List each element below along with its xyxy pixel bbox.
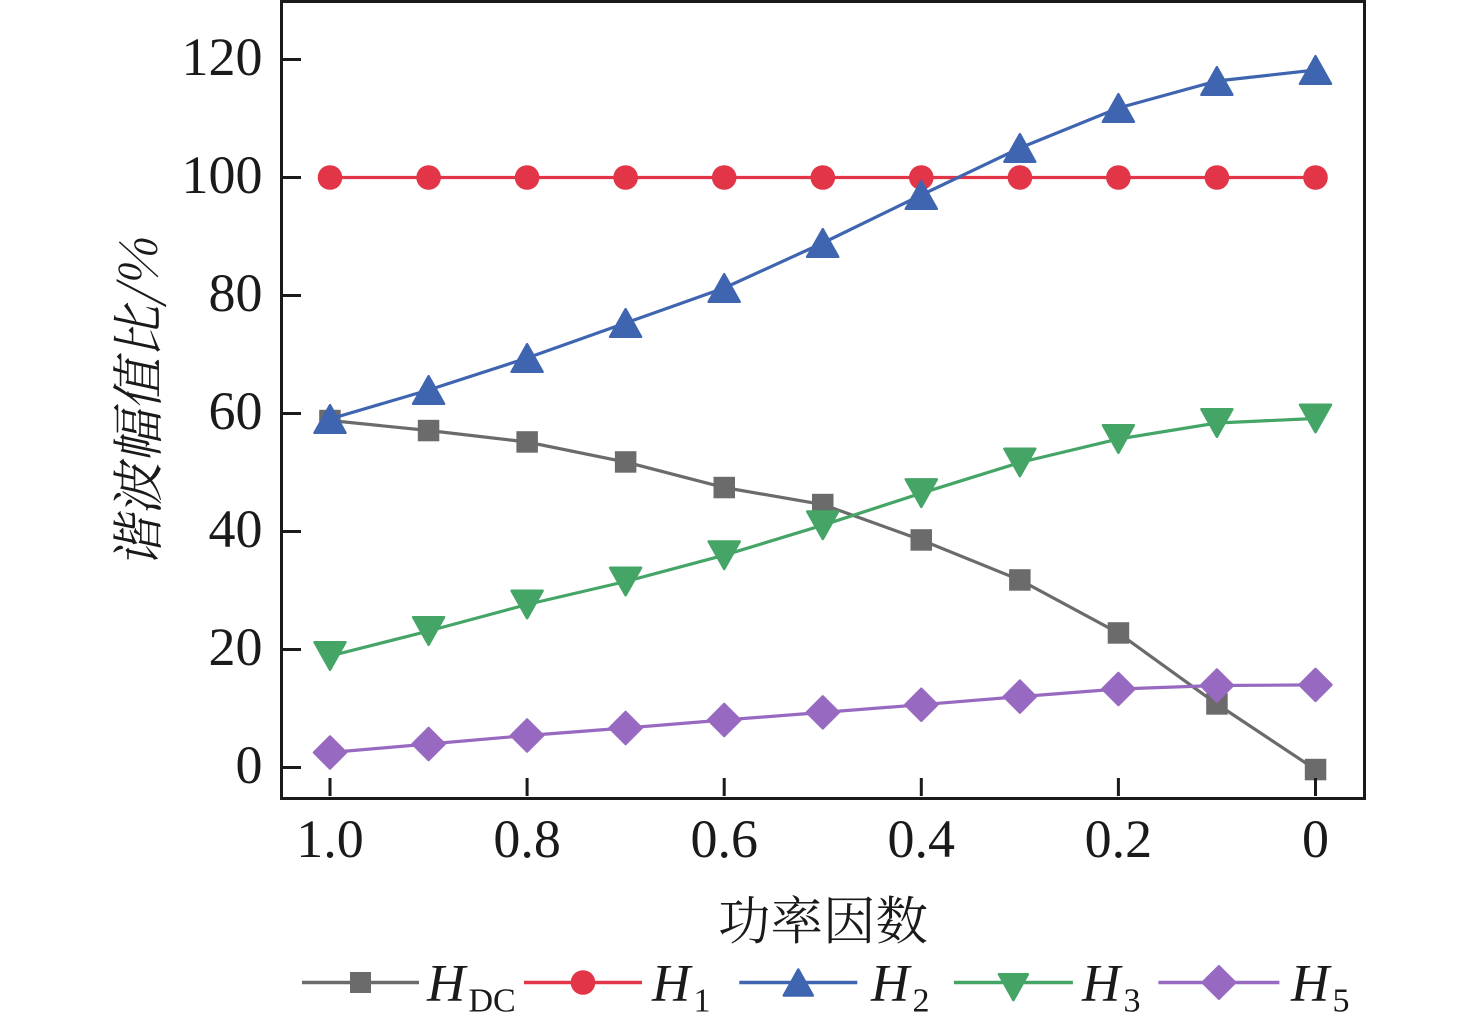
svg-text:40: 40: [209, 499, 263, 559]
svg-text:120: 120: [182, 27, 263, 87]
svg-text:H: H: [870, 955, 912, 1013]
svg-text:H: H: [1290, 955, 1332, 1013]
svg-text:DC: DC: [469, 983, 516, 1020]
svg-text:H: H: [651, 955, 693, 1013]
svg-text:H: H: [426, 955, 468, 1013]
svg-text:1: 1: [694, 983, 711, 1020]
svg-text:0.6: 0.6: [690, 809, 758, 869]
svg-text:0.8: 0.8: [493, 809, 561, 869]
svg-text:H: H: [1081, 955, 1123, 1013]
svg-text:0: 0: [1302, 809, 1329, 869]
svg-text:100: 100: [182, 145, 263, 205]
svg-text:5: 5: [1333, 983, 1350, 1020]
svg-text:60: 60: [209, 381, 263, 441]
svg-text:2: 2: [913, 983, 930, 1020]
svg-text:1.0: 1.0: [296, 809, 364, 869]
svg-text:3: 3: [1124, 983, 1141, 1020]
svg-text:80: 80: [209, 263, 263, 323]
svg-text:0: 0: [236, 735, 263, 795]
svg-text:0.4: 0.4: [888, 809, 956, 869]
svg-text:0.2: 0.2: [1085, 809, 1153, 869]
svg-text:20: 20: [209, 617, 263, 677]
